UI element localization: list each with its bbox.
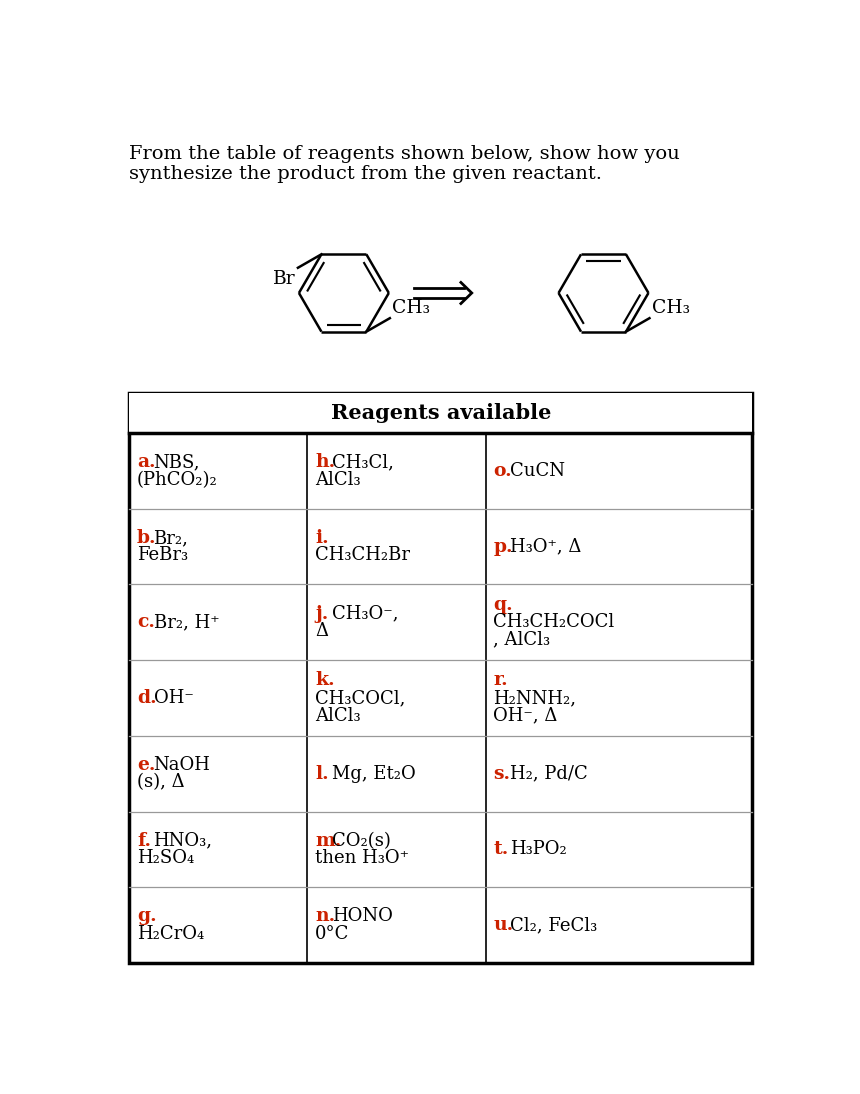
- Text: c.: c.: [137, 614, 155, 631]
- Text: From the table of reagents shown below, show how you: From the table of reagents shown below, …: [129, 146, 680, 163]
- Text: 0°C: 0°C: [316, 924, 349, 943]
- Text: H₂NNH₂,: H₂NNH₂,: [494, 689, 576, 707]
- Text: p.: p.: [494, 537, 513, 556]
- Text: H₂, Pd/C: H₂, Pd/C: [510, 765, 587, 782]
- Text: t.: t.: [494, 840, 509, 859]
- Text: CO₂(s): CO₂(s): [332, 831, 390, 850]
- Text: CH₃COCl,: CH₃COCl,: [316, 689, 406, 707]
- Bar: [129, 393, 752, 963]
- Text: CH₃: CH₃: [392, 299, 430, 316]
- Text: q.: q.: [494, 596, 513, 614]
- Text: i.: i.: [316, 528, 329, 547]
- Text: Br₂, H⁺: Br₂, H⁺: [153, 614, 219, 631]
- Text: H₃PO₂: H₃PO₂: [510, 840, 567, 859]
- Text: Cl₂, FeCl₃: Cl₂, FeCl₃: [510, 916, 597, 934]
- Text: m.: m.: [316, 831, 341, 850]
- Text: s.: s.: [494, 765, 511, 782]
- Text: AlCl₃: AlCl₃: [316, 470, 361, 489]
- Text: j.: j.: [316, 605, 329, 622]
- Text: OH⁻, Δ: OH⁻, Δ: [494, 707, 558, 724]
- Text: Br: Br: [273, 270, 296, 288]
- Bar: [129, 393, 752, 433]
- Text: d.: d.: [137, 689, 157, 707]
- Text: CH₃: CH₃: [652, 299, 690, 316]
- Text: HONO: HONO: [332, 907, 393, 926]
- Text: H₂CrO₄: H₂CrO₄: [137, 924, 204, 943]
- Text: b.: b.: [137, 528, 157, 547]
- Text: OH⁻: OH⁻: [153, 689, 194, 707]
- Text: AlCl₃: AlCl₃: [316, 707, 361, 724]
- Text: Reagents available: Reagents available: [330, 403, 551, 423]
- Text: HNO₃,: HNO₃,: [153, 831, 212, 850]
- Text: NBS,: NBS,: [153, 453, 200, 472]
- Text: n.: n.: [316, 907, 335, 926]
- Text: k.: k.: [316, 672, 335, 689]
- Text: CH₃O⁻,: CH₃O⁻,: [332, 605, 398, 622]
- Text: Mg, Et₂O: Mg, Et₂O: [332, 765, 415, 782]
- Text: H₃O⁺, Δ: H₃O⁺, Δ: [510, 537, 581, 556]
- Text: o.: o.: [494, 462, 512, 480]
- Text: NaOH: NaOH: [153, 756, 211, 773]
- Text: h.: h.: [316, 453, 335, 472]
- Text: then H₃O⁺: then H₃O⁺: [316, 849, 409, 868]
- Text: , AlCl₃: , AlCl₃: [494, 631, 550, 649]
- Text: CH₃CH₂Br: CH₃CH₂Br: [316, 546, 410, 565]
- Text: CH₃CH₂COCl: CH₃CH₂COCl: [494, 614, 615, 631]
- Text: Br₂,: Br₂,: [153, 528, 188, 547]
- Text: CH₃Cl,: CH₃Cl,: [332, 453, 394, 472]
- Text: H₂SO₄: H₂SO₄: [137, 849, 194, 868]
- Text: synthesize the product from the given reactant.: synthesize the product from the given re…: [129, 165, 602, 183]
- Text: g.: g.: [137, 907, 157, 926]
- Text: u.: u.: [494, 916, 513, 934]
- Text: f.: f.: [137, 831, 151, 850]
- Text: l.: l.: [316, 765, 329, 782]
- Text: a.: a.: [137, 453, 156, 472]
- Text: Δ: Δ: [316, 622, 329, 640]
- Text: r.: r.: [494, 672, 508, 689]
- Text: e.: e.: [137, 756, 156, 773]
- Text: CuCN: CuCN: [510, 462, 565, 480]
- Text: FeBr₃: FeBr₃: [137, 546, 188, 565]
- Text: (PhCO₂)₂: (PhCO₂)₂: [137, 470, 218, 489]
- Text: (s), Δ: (s), Δ: [137, 773, 185, 791]
